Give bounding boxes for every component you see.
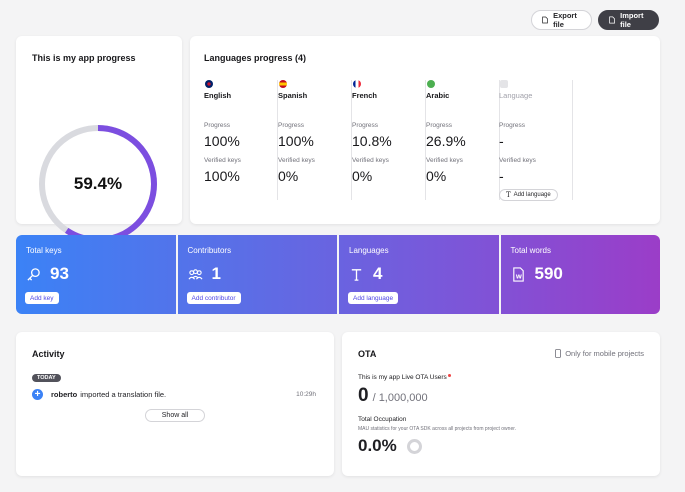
verified-label: Verified keys <box>352 157 389 164</box>
ota-card: OTA Only for mobile projects This is my … <box>342 332 660 476</box>
placeholder-verified: - <box>499 168 504 184</box>
mobile-only-text: Only for mobile projects <box>565 349 644 358</box>
add-key-button[interactable]: Add key <box>25 292 59 304</box>
add-language-stat-button[interactable]: Add language <box>348 292 399 304</box>
progress-ring: 59.4% <box>36 122 160 246</box>
app-progress-title: This is my app progress <box>32 53 136 63</box>
activity-text: imported a translation file. <box>80 390 167 399</box>
total-keys-stat: Total keys 93 Add key <box>16 235 178 314</box>
total-words-stat: Total words W 590 <box>501 235 661 314</box>
progress-label: Progress <box>499 122 526 129</box>
arabic-flag-icon <box>427 80 435 88</box>
occupation-ring-icon <box>406 438 422 454</box>
toolbar: Export file Import file <box>531 10 659 30</box>
activity-time: 10:29h <box>296 391 316 398</box>
export-file-button[interactable]: Export file <box>531 10 592 30</box>
ota-users-value: 0 <box>358 385 369 406</box>
placeholder-flag-icon <box>500 80 508 88</box>
key-icon <box>27 267 40 281</box>
people-icon <box>187 268 203 280</box>
word-file-icon: W <box>512 266 524 282</box>
ota-users: 0 / 1,000,000 <box>358 385 428 407</box>
languages-stat: Languages 4 Add language <box>339 235 501 314</box>
total-words-label: Total words <box>510 246 551 255</box>
language-name-placeholder: Language <box>499 91 533 100</box>
total-keys-label: Total keys <box>26 246 62 255</box>
language-progress: 26.9% <box>426 133 466 149</box>
today-badge: TODAY <box>32 374 61 382</box>
occupation-label: Total Occupation <box>358 416 407 423</box>
file-icon <box>609 16 615 24</box>
plus-icon: + <box>32 389 43 400</box>
import-file-button[interactable]: Import file <box>598 10 659 30</box>
placeholder-progress: - <box>499 133 504 149</box>
languages-progress-card: Languages progress (4) English Progress … <box>190 36 660 224</box>
add-language-label: Add language <box>513 192 551 198</box>
activity-user[interactable]: roberto <box>51 390 78 399</box>
language-name: English <box>204 91 232 100</box>
activity-card: Activity TODAY + roberto imported a tran… <box>16 332 334 476</box>
language-name: Spanish <box>278 91 308 100</box>
text-icon: T <box>506 191 511 199</box>
languages-value: 4 <box>373 264 383 283</box>
language-verified: 0% <box>426 168 447 184</box>
total-words-value: 590 <box>534 264 563 283</box>
spain-flag-icon <box>279 80 287 88</box>
export-file-label: Export file <box>553 11 577 29</box>
show-all-button[interactable]: Show all <box>145 409 205 422</box>
language-name: French <box>352 91 378 100</box>
language-column-arabic[interactable]: Arabic Progress 26.9% Verified keys 0% <box>426 80 500 200</box>
file-icon <box>542 16 548 24</box>
language-progress: 100% <box>278 133 314 149</box>
progress-label: Progress <box>352 122 379 129</box>
stats-band: Total keys 93 Add key Contributors 1 Add… <box>16 235 660 314</box>
ota-title: OTA <box>358 349 377 359</box>
add-contributor-button[interactable]: Add contributor <box>186 292 241 304</box>
language-verified: 0% <box>352 168 373 184</box>
verified-label: Verified keys <box>426 157 463 164</box>
mobile-only-note: Only for mobile projects <box>555 349 644 358</box>
uk-flag-icon <box>205 80 213 88</box>
france-flag-icon <box>353 80 361 88</box>
verified-label: Verified keys <box>499 157 536 164</box>
verified-label: Verified keys <box>204 157 241 164</box>
ota-users-label: This is my app Live OTA Users <box>358 374 451 381</box>
ota-users-max: / 1,000,000 <box>372 392 428 404</box>
language-column-french[interactable]: French Progress 10.8% Verified keys 0% <box>352 80 426 200</box>
add-language-button[interactable]: T Add language <box>499 189 558 201</box>
progress-label: Progress <box>426 122 453 129</box>
contributors-label: Contributors <box>187 246 232 255</box>
language-verified: 100% <box>204 168 240 184</box>
text-icon <box>351 268 362 281</box>
language-name: Arabic <box>426 91 450 100</box>
svg-text:W: W <box>515 274 522 280</box>
language-verified: 0% <box>278 168 299 184</box>
contributors-stat: Contributors 1 Add contributor <box>178 235 339 314</box>
occupation-description: MAU statistics for your OTA SDK across a… <box>358 426 517 432</box>
languages-label: Languages <box>349 246 389 255</box>
ota-users-label-text: This is my app Live OTA Users <box>358 374 447 381</box>
language-column-placeholder: Language Progress - Verified keys - T Ad… <box>499 80 573 201</box>
progress-label: Progress <box>204 122 231 129</box>
progress-percent: 59.4% <box>73 174 123 193</box>
progress-label: Progress <box>278 122 305 129</box>
occupation: 0.0% <box>358 436 422 456</box>
app-progress-card: This is my app progress 59.4% <box>16 36 182 243</box>
language-column-english[interactable]: English Progress 100% Verified keys 100% <box>204 80 278 200</box>
occupation-value: 0.0% <box>358 436 397 455</box>
activity-title: Activity <box>32 349 65 359</box>
live-dot-icon <box>447 374 451 377</box>
language-column-spanish[interactable]: Spanish Progress 100% Verified keys 0% <box>278 80 352 200</box>
mobile-phone-icon <box>555 349 562 358</box>
import-file-label: Import file <box>620 11 644 29</box>
contributors-value: 1 <box>211 264 221 283</box>
verified-label: Verified keys <box>278 157 315 164</box>
total-keys-value: 93 <box>50 264 69 283</box>
language-progress: 10.8% <box>352 133 392 149</box>
activity-item: + roberto imported a translation file. 1… <box>32 389 316 400</box>
language-progress: 100% <box>204 133 240 149</box>
languages-progress-title: Languages progress (4) <box>204 53 307 63</box>
